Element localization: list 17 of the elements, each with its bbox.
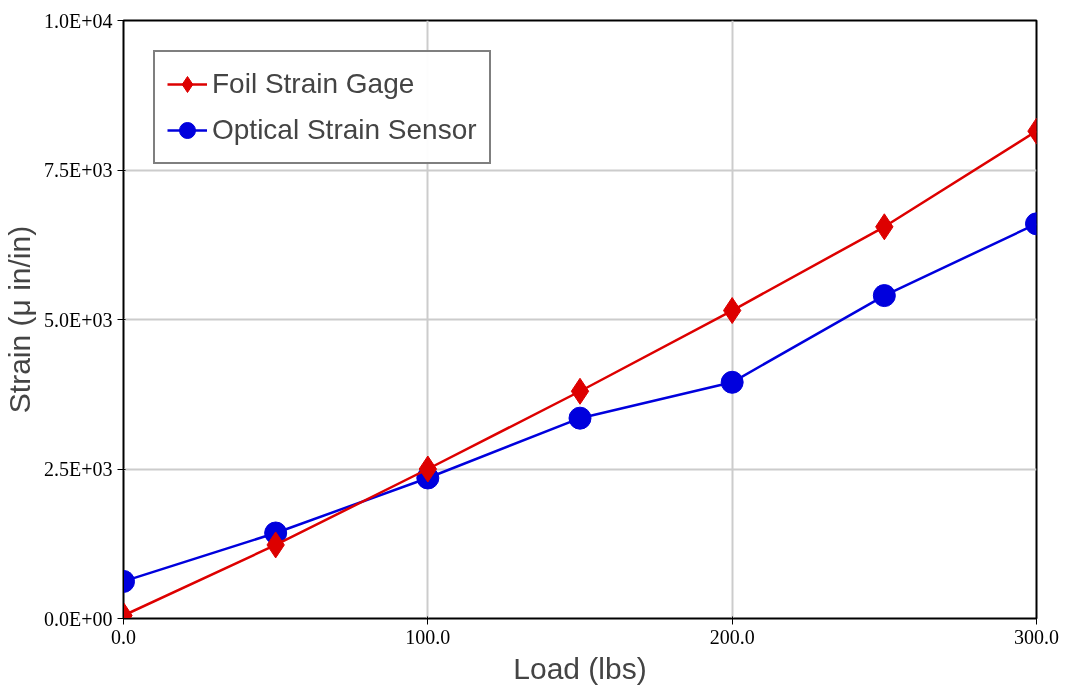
y-tick-label: 0.0E+00 [44,607,113,630]
y-tick-label: 2.5E+03 [44,458,113,480]
y-tick-label: 1.0E+04 [44,9,113,32]
x-axis-title: Load (lbs) [513,651,647,685]
legend-label: Foil Strain Gage [212,68,415,100]
x-tick-label: 0.0 [111,625,136,648]
point [568,406,592,430]
x-tick-label: 100.0 [405,625,451,648]
point [720,370,744,394]
y-tick-label: 5.0E+03 [44,308,113,331]
point [872,284,896,308]
legend-label: Optical Strain Sensor [212,114,477,146]
point [570,377,590,405]
y-tick-label: 7.5E+03 [44,159,113,181]
x-tick-label: 200.0 [709,625,755,648]
y-axis-title: Strain (μ in/in) [3,225,36,414]
x-tick-label: 300.0 [1014,625,1059,648]
